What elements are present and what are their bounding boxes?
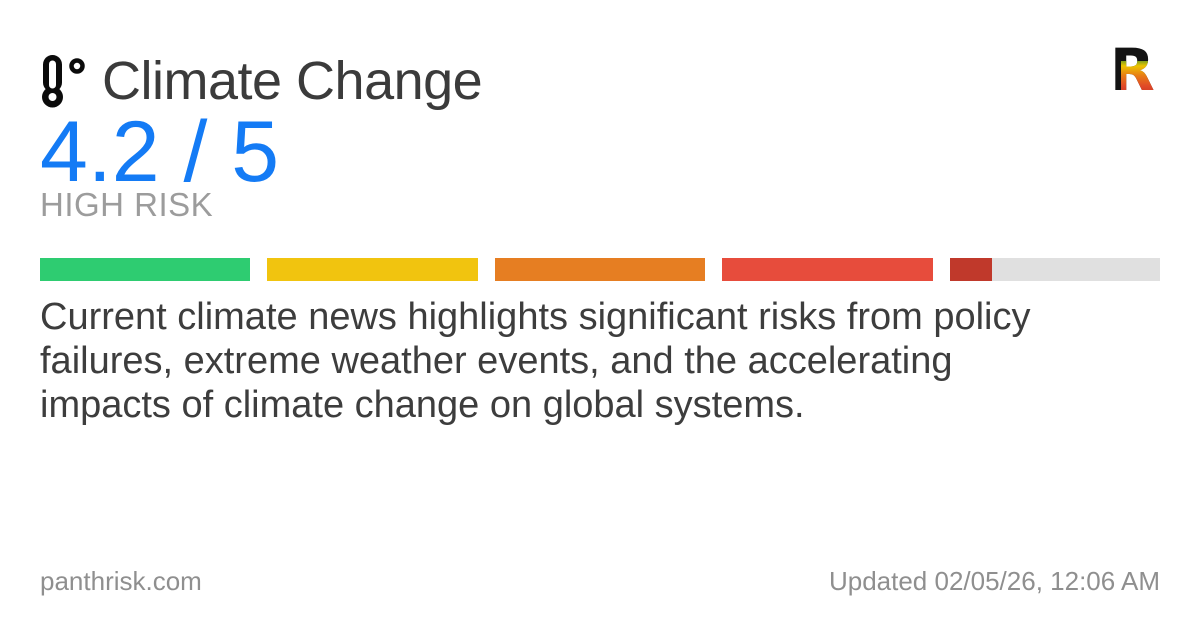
risk-bar-segment-fill xyxy=(722,258,933,281)
logo-letter-gradient: R xyxy=(1110,44,1155,104)
thermometer-icon xyxy=(38,54,86,108)
risk-level-label: HIGH RISK xyxy=(40,186,214,223)
site-domain: panthrisk.com xyxy=(40,566,202,596)
card-header: Climate Change xyxy=(38,50,483,112)
description-text: Current climate news highlights signific… xyxy=(40,296,1031,426)
risk-bar-segment-fill xyxy=(267,258,478,281)
risk-bar-segment-fill xyxy=(949,258,992,281)
risk-bar-segment-2 xyxy=(267,258,478,281)
risk-score-value: 4.2 / 5 xyxy=(40,104,280,200)
logo-letter-black: R xyxy=(1110,44,1155,104)
updated-timestamp: Updated 02/05/26, 12:06 AM xyxy=(828,566,1160,596)
risk-bar-segment-1 xyxy=(40,258,251,281)
panthrisk-logo-icon: R R xyxy=(1110,44,1158,108)
risk-bar-segment-fill xyxy=(40,258,251,281)
risk-bar-segment-4 xyxy=(722,258,933,281)
risk-bar-segment-fill xyxy=(494,258,706,281)
risk-gauge-bar xyxy=(40,258,1161,281)
risk-bar-segment-5 xyxy=(949,258,1161,281)
page-title: Climate Change xyxy=(102,51,483,111)
risk-bar-segment-3 xyxy=(494,258,706,281)
